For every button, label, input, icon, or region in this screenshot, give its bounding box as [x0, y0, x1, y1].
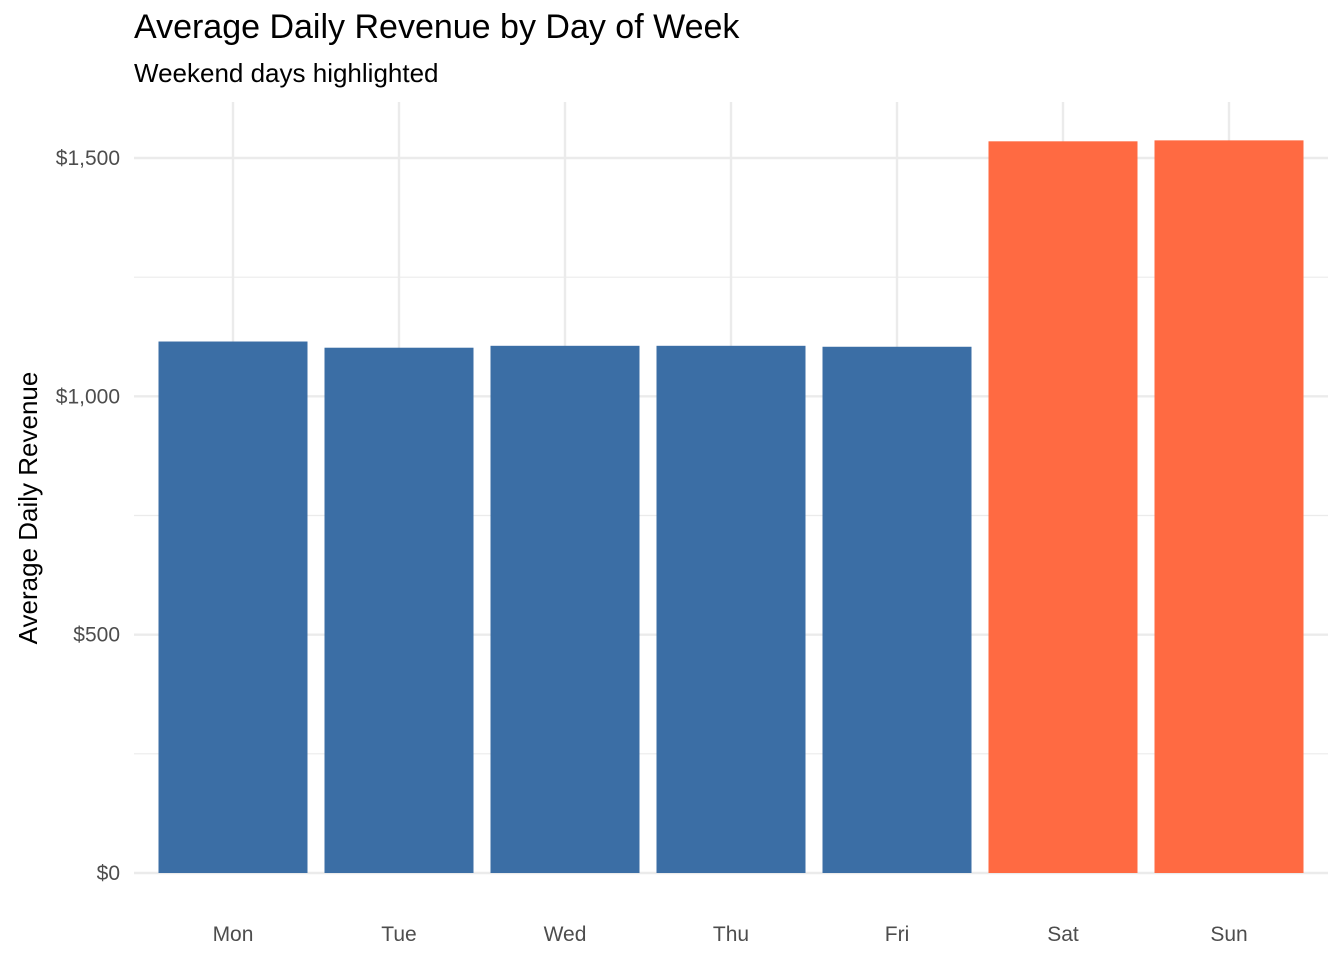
bars: [158, 140, 1304, 874]
x-tick-label: Fri: [885, 923, 910, 946]
y-tick-label: $1,500: [56, 147, 120, 170]
y-axis-title: Average Daily Revenue: [13, 372, 43, 645]
x-tick-label: Sun: [1210, 923, 1247, 946]
x-tick-label: Thu: [713, 923, 749, 946]
chart-title: Average Daily Revenue by Day of Week: [134, 8, 740, 46]
bar-wed: [490, 345, 640, 874]
y-tick-label: $1,000: [56, 385, 120, 408]
y-tick-label: $500: [73, 624, 120, 647]
bar-sat: [988, 141, 1138, 874]
x-axis-ticks: Mon Tue Wed Thu Fri Sat Sun: [213, 923, 1248, 946]
y-axis-ticks: $0 $500 $1,000 $1,500: [56, 147, 120, 885]
x-tick-label: Tue: [381, 923, 416, 946]
x-tick-label: Mon: [213, 923, 254, 946]
y-tick-label: $0: [97, 862, 120, 885]
bar-thu: [656, 345, 806, 874]
bar-mon: [158, 341, 308, 873]
x-tick-label: Sat: [1047, 923, 1079, 946]
x-tick-label: Wed: [544, 923, 587, 946]
chart-subtitle: Weekend days highlighted: [134, 58, 439, 88]
bar-sun: [1154, 140, 1304, 873]
bar-tue: [324, 347, 474, 873]
bar-fri: [822, 346, 972, 873]
